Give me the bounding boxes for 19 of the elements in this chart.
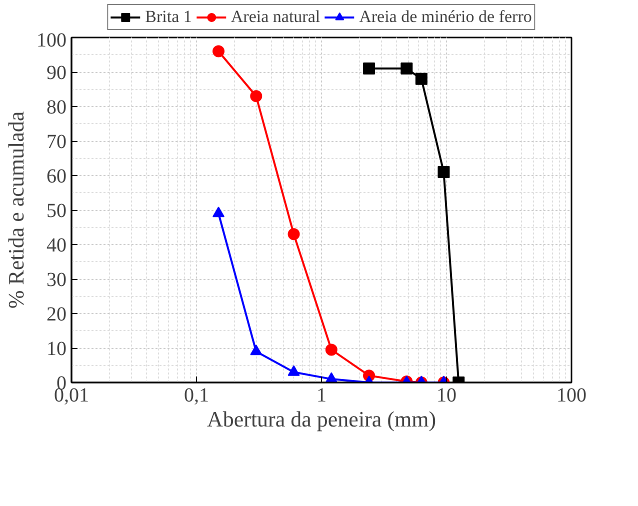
legend-label: Areia natural <box>230 7 320 27</box>
y-axis-title: % Retida e acumulada <box>4 111 28 309</box>
x-tick-label: 10 <box>436 384 456 406</box>
y-tick-label: 70 <box>46 131 66 153</box>
legend-label: Brita 1 <box>145 7 192 27</box>
x-axis-title: Abertura da peneira (mm) <box>206 406 436 432</box>
y-tick-label: 80 <box>46 96 66 118</box>
y-tick-label: 40 <box>46 234 66 256</box>
y-tick-label: 60 <box>46 166 66 188</box>
legend-label: Areia de minério de ferro <box>359 7 532 27</box>
y-tick-label: 90 <box>46 62 66 84</box>
y-tick-label: 50 <box>46 200 66 222</box>
x-tick-label: 1 <box>316 384 326 406</box>
x-tick-label: 0,1 <box>184 384 209 406</box>
x-tick-label: 100 <box>556 384 586 406</box>
y-tick-label: 20 <box>46 304 66 326</box>
y-tick-label: 10 <box>46 338 66 360</box>
y-tick-label: 100 <box>36 30 66 52</box>
y-tick-label: 30 <box>46 269 66 291</box>
